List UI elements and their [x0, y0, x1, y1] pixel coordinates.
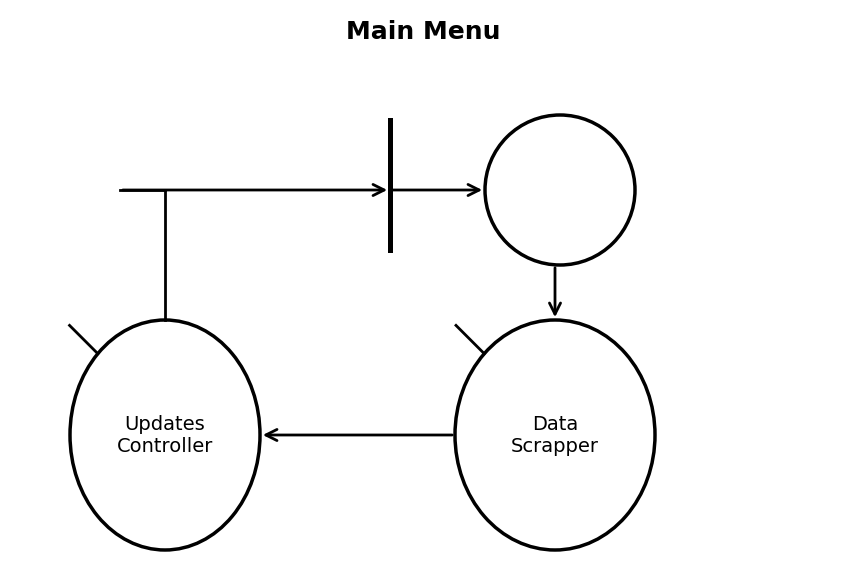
Text: Data
Scrapper: Data Scrapper [511, 415, 599, 455]
Text: Main Menu: Main Menu [346, 20, 501, 44]
Text: Updates
Controller: Updates Controller [117, 415, 213, 455]
